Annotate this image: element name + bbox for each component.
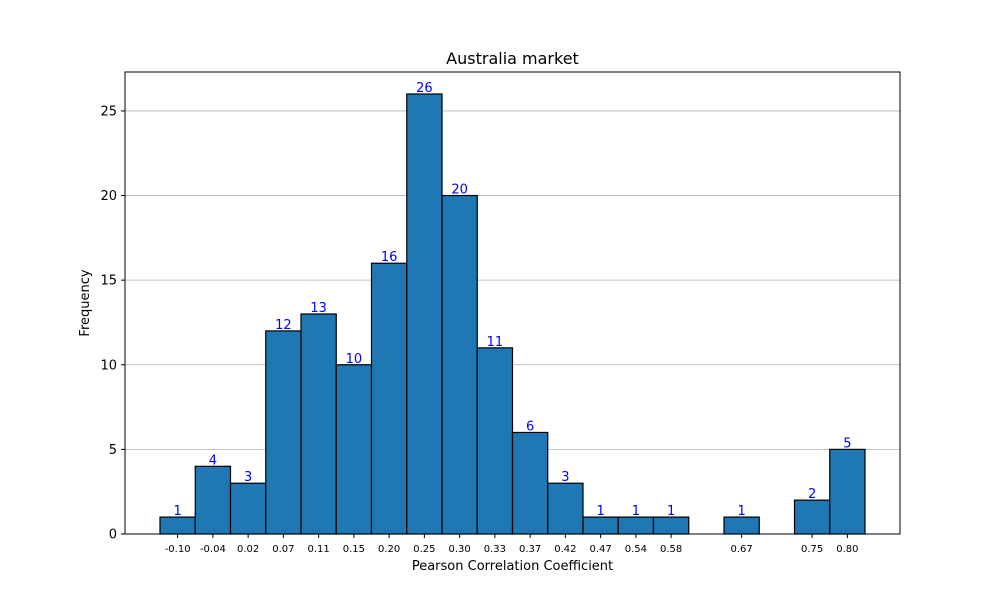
y-tick-label: 5 — [109, 443, 117, 458]
histogram-bar — [829, 448, 866, 535]
histogram-bar — [159, 516, 196, 535]
x-axis: -0.10 -0.04 0.02 0.07 0.11 0.15 0.20 0.25 0.30 0.… — [165, 534, 859, 555]
bar-value-label: 1 — [737, 504, 745, 519]
histogram-bar — [335, 364, 373, 535]
histogram-bar — [265, 330, 302, 535]
x-tick-label: 0.07 — [272, 544, 294, 555]
x-axis-label: Pearson Correlation Coefficient — [412, 559, 613, 574]
y-tick-label: 10 — [100, 358, 117, 373]
bar-value-label: 1 — [632, 504, 640, 519]
x-tick-label: 0.67 — [730, 544, 752, 555]
histogram-bar — [300, 313, 337, 535]
x-tick-label: 0.30 — [448, 544, 470, 555]
histogram-bar — [441, 194, 478, 535]
bar-value-label: 10 — [346, 352, 363, 367]
histogram-bar — [194, 465, 232, 535]
y-tick-label: 25 — [100, 104, 117, 119]
histogram-bar — [652, 516, 690, 535]
bar-value-label: 1 — [667, 504, 675, 519]
x-tick-label: -0.04 — [200, 544, 226, 555]
x-tick-label: 0.42 — [554, 544, 576, 555]
plot-frame — [124, 71, 901, 535]
histogram-bar — [229, 482, 267, 535]
y-tick-label: 15 — [100, 274, 117, 289]
x-tick-label: 0.47 — [589, 544, 611, 555]
bar-value-label: 13 — [310, 301, 327, 316]
histogram-bar — [793, 499, 831, 535]
bar-value-label: 3 — [244, 470, 252, 485]
x-tick-label: 0.33 — [484, 544, 506, 555]
y-tick-label: 0 — [109, 528, 117, 543]
x-tick-label: 0.54 — [625, 544, 647, 555]
x-tick-label: 0.25 — [413, 544, 435, 555]
bar-value-label: 20 — [451, 183, 468, 198]
y-tick-label: 20 — [100, 189, 117, 204]
histogram-bar — [476, 347, 514, 535]
bar-value-label: 1 — [173, 504, 181, 519]
bar-value-label: 3 — [561, 470, 569, 485]
histogram-bar — [370, 262, 408, 535]
x-tick-label: -0.10 — [165, 544, 191, 555]
y-axis-label: Frequency — [78, 269, 93, 336]
bars — [159, 93, 866, 535]
histogram-bar — [723, 516, 760, 535]
x-tick-label: 0.58 — [660, 544, 682, 555]
x-tick-label: 0.02 — [237, 544, 259, 555]
histogram-bar — [511, 431, 549, 535]
histogram-bar — [617, 516, 655, 535]
histogram-bar — [582, 516, 619, 535]
x-tick-label: 0.11 — [307, 544, 329, 555]
histogram-bar — [406, 93, 443, 535]
bar-value-label: 1 — [596, 504, 604, 519]
y-axis: 0 5 10 15 20 25 — [100, 104, 125, 543]
bar-value-label: 11 — [487, 335, 504, 350]
histogram-bar — [547, 482, 584, 535]
x-tick-label: 0.20 — [378, 544, 400, 555]
chart-title: Australia market — [446, 49, 579, 68]
x-tick-label: 0.80 — [836, 544, 858, 555]
bar-value-label: 4 — [209, 453, 217, 468]
bar-value-label: 16 — [381, 250, 398, 265]
bar-value-label: 5 — [843, 436, 851, 451]
bar-value-label: 6 — [526, 419, 534, 434]
bar-value-label: 12 — [275, 318, 292, 333]
x-tick-label: 0.75 — [801, 544, 823, 555]
x-tick-label: 0.37 — [519, 544, 541, 555]
bar-value-label: 26 — [416, 81, 433, 96]
bar-value-label: 2 — [808, 487, 816, 502]
x-tick-label: 0.15 — [343, 544, 365, 555]
